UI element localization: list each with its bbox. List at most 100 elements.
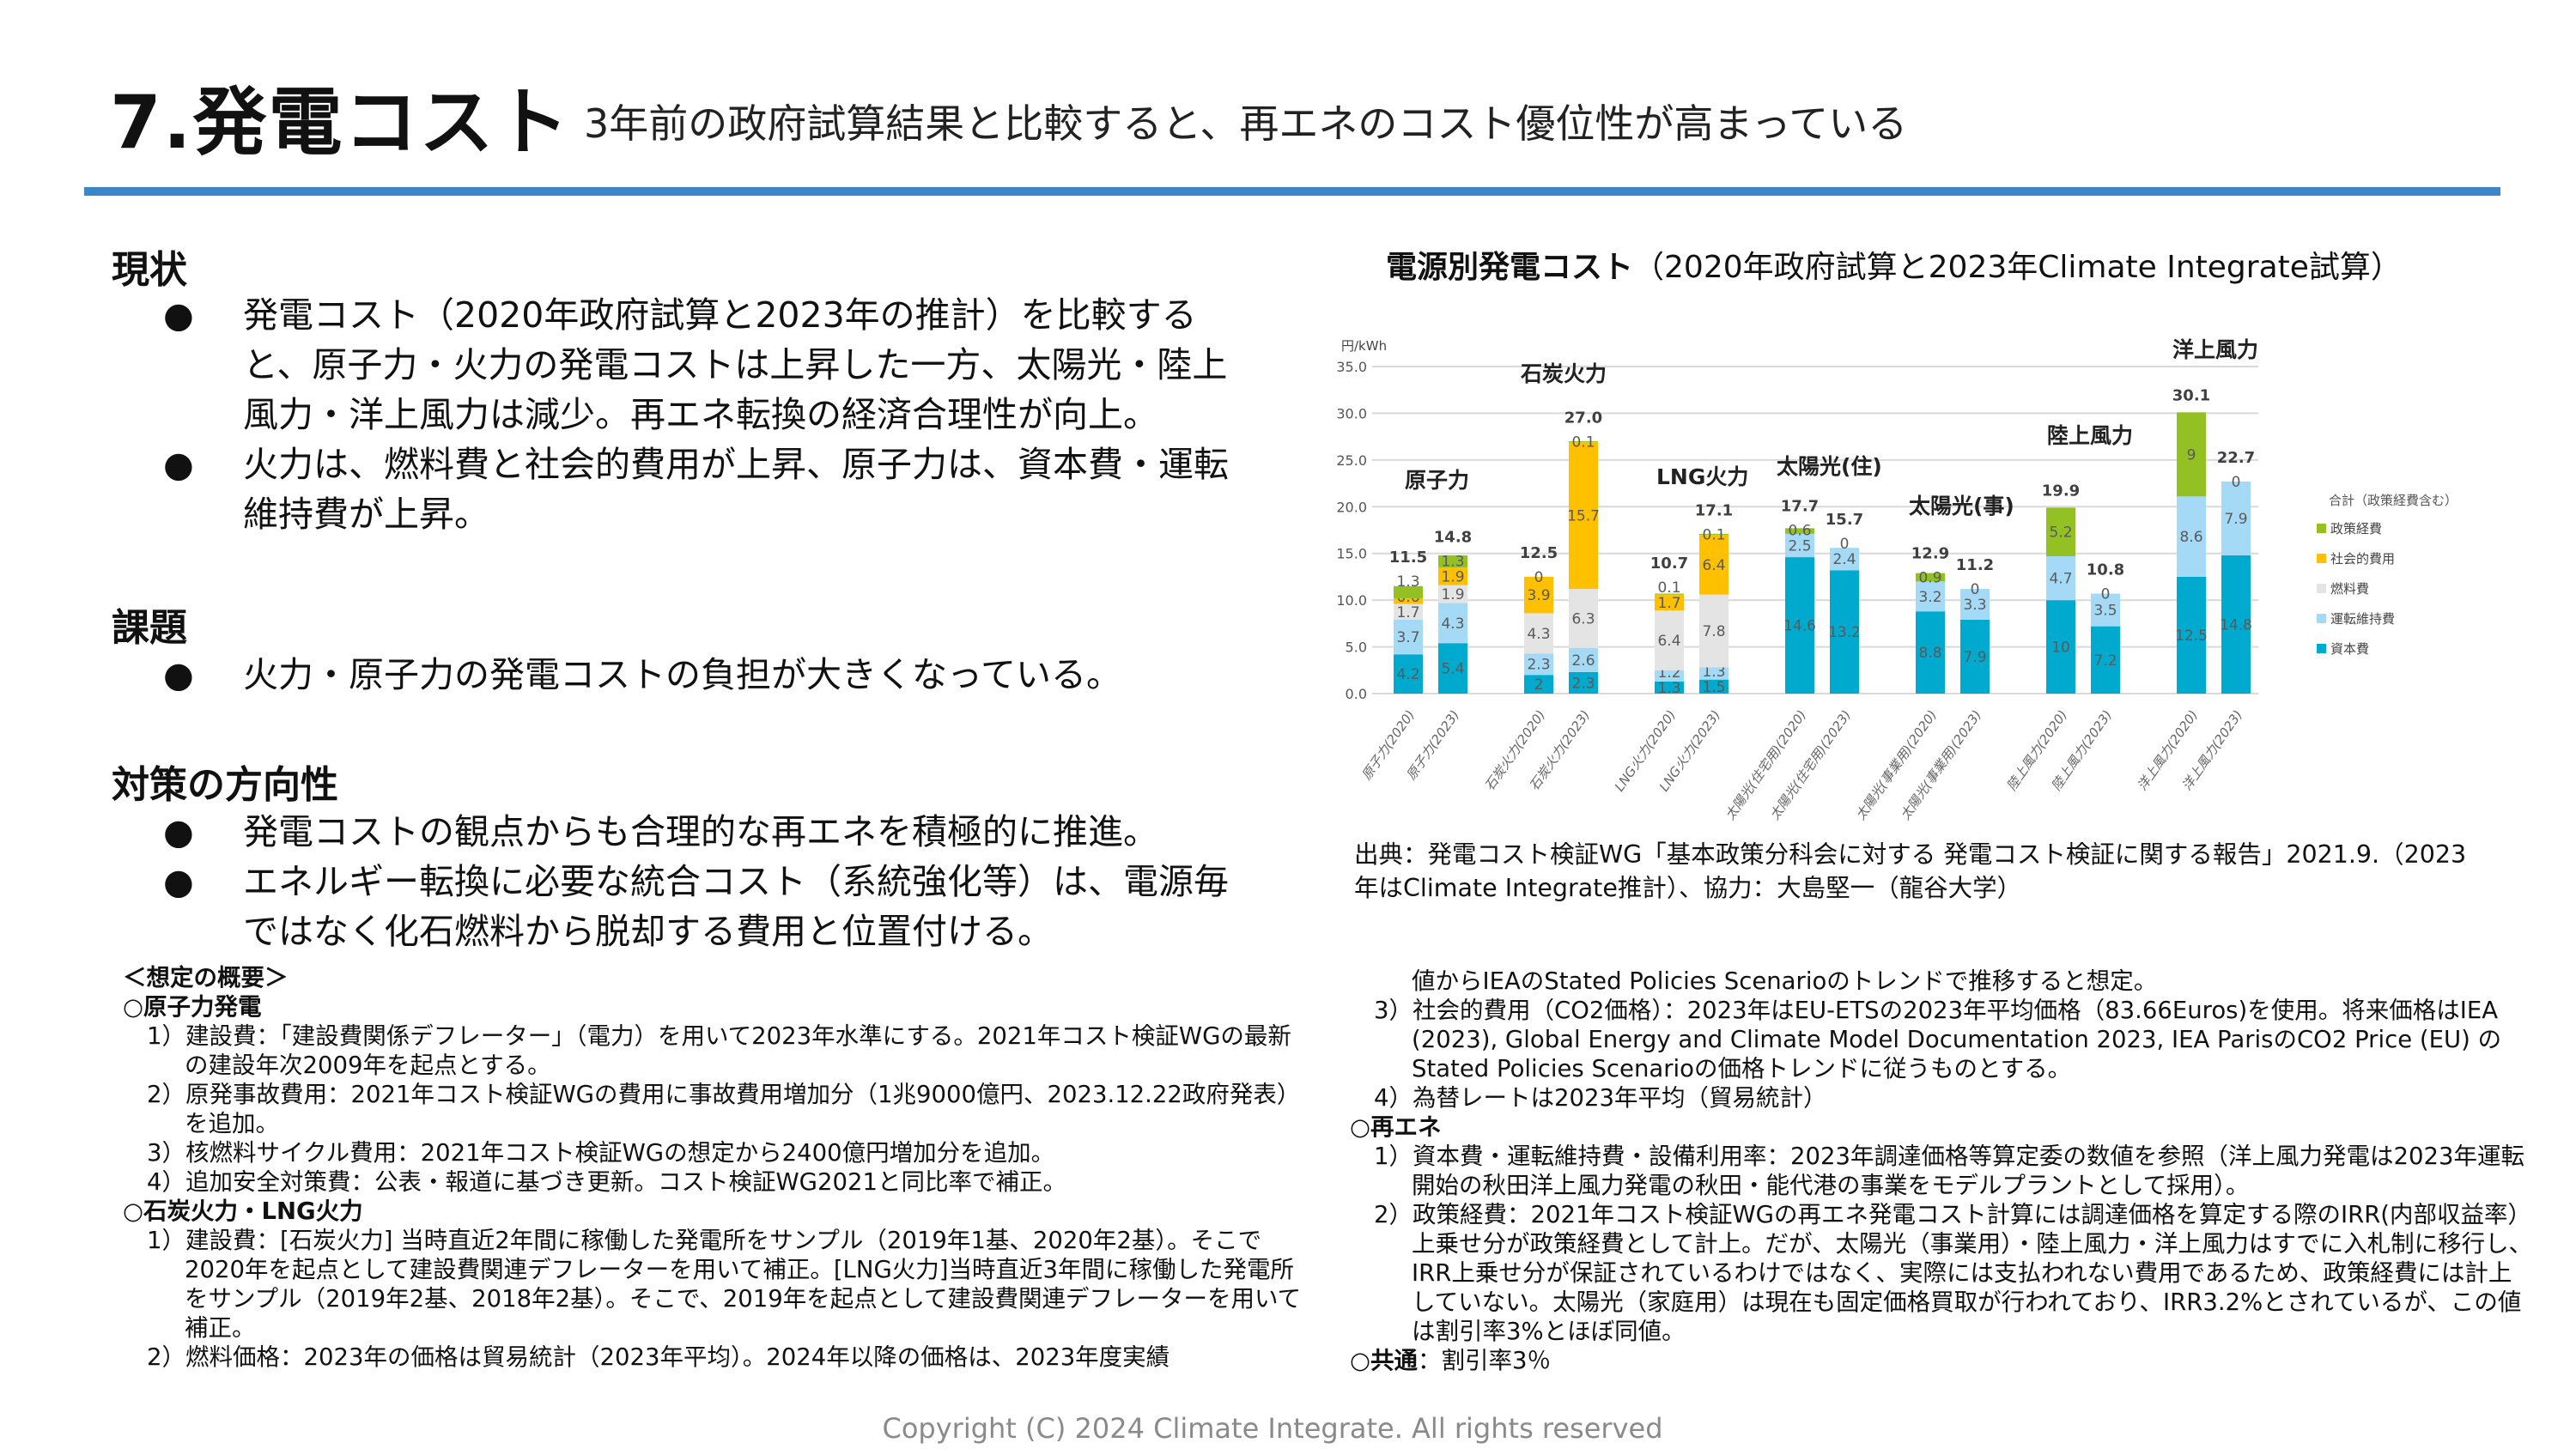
segment-value-label: 0 bbox=[2232, 474, 2241, 491]
bullet-text: 火力は、燃料費と社会的費用が上昇、原子力は、資本費・運転維持費が上昇。 bbox=[243, 444, 1229, 535]
group-label: 石炭火力 bbox=[1520, 361, 1607, 386]
segment-value-label: 0.1 bbox=[1657, 579, 1680, 597]
bar-segment bbox=[1438, 585, 1467, 603]
source-note: 出典：発電コスト検証WG「基本政策分科会に対する 発電コスト検証に関する報告」2… bbox=[1354, 840, 2467, 902]
segment-value-label: 2.5 bbox=[1788, 537, 1811, 555]
segment-value-label: 2.6 bbox=[1571, 652, 1595, 670]
legend-label: 燃料費 bbox=[2330, 581, 2369, 597]
bar-segment bbox=[1916, 581, 1945, 612]
bar-segment bbox=[2046, 600, 2075, 694]
bar-total-label: 22.7 bbox=[2217, 449, 2255, 467]
segment-value-label: 7.2 bbox=[2093, 652, 2117, 670]
group-label: 太陽光(事) bbox=[1909, 494, 2014, 518]
bar-segment bbox=[1524, 653, 1553, 676]
bar-segment bbox=[1699, 534, 1728, 595]
segment-value-label: 4.7 bbox=[2049, 571, 2072, 588]
segment-value-label: 7.9 bbox=[2224, 511, 2247, 528]
bar-segment bbox=[1830, 570, 1859, 694]
title-divider bbox=[84, 187, 2500, 196]
bar-segment bbox=[1960, 589, 1990, 621]
bar-segment bbox=[1785, 557, 1814, 694]
bar-segment bbox=[1569, 441, 1598, 443]
group-label: 陸上風力 bbox=[2047, 423, 2133, 448]
segment-value-label: 1.3 bbox=[1657, 680, 1680, 697]
segment-value-label: 0 bbox=[1840, 536, 1850, 553]
nuclear-heading: ○原子力発電 bbox=[123, 993, 262, 1021]
bar-segment bbox=[1569, 671, 1598, 694]
assumptions-notes-left: ＜想定の概要＞ ○原子力発電 1）建設費：「建設費関係デフレーター」（電力）を用… bbox=[123, 963, 1308, 1372]
group-label: 洋上風力 bbox=[2172, 337, 2258, 362]
thermal-heading: ○石炭火力・LNG火力 bbox=[123, 1197, 363, 1225]
segment-value-label: 6.3 bbox=[1571, 610, 1595, 627]
bar-segment bbox=[1785, 533, 1814, 558]
legend-swatch bbox=[2317, 554, 2326, 563]
segment-value-label: 3.5 bbox=[2093, 603, 2117, 620]
y-tick-label: 30.0 bbox=[1336, 405, 1367, 421]
segment-value-label: 0 bbox=[1971, 581, 1980, 598]
segment-value-label: 1.7 bbox=[1657, 595, 1680, 612]
segment-value-label: 2 bbox=[1534, 676, 1544, 694]
y-tick-label: 10.0 bbox=[1336, 592, 1367, 609]
bullet-icon: ● bbox=[163, 861, 194, 902]
bar-segment bbox=[1394, 654, 1423, 694]
legend-swatch bbox=[2317, 584, 2326, 593]
bullet-icon: ● bbox=[163, 811, 194, 852]
bar-segment bbox=[2091, 593, 2120, 627]
legend-swatch bbox=[2317, 614, 2326, 623]
note-item: 2）原発事故費用：2021年コスト検証WGの費用に事故費用増加分（1兆9000億… bbox=[147, 1081, 1301, 1137]
chart-title-rest: （2020年政府試算と2023年Climate Integrate試算） bbox=[1633, 250, 2402, 285]
note-item: 1）建設費：[石炭火力] 当時直近2年間に稼働した発電所をサンプル（2019年1… bbox=[147, 1227, 1302, 1342]
segment-value-label: 2.3 bbox=[1571, 675, 1595, 692]
bullet-text: 発電コストの観点からも合理的な再エネを積極的に推進。 bbox=[243, 811, 1158, 852]
segment-value-label: 0.6 bbox=[1788, 522, 1811, 539]
bar-segment bbox=[2177, 576, 2206, 694]
bar-total-label: 17.1 bbox=[1695, 501, 1733, 519]
segment-value-label: 0 bbox=[2101, 586, 2111, 603]
bullet-text: 発電コスト（2020年政府試算と2023年の推計）を比較すると、原子力・火力の発… bbox=[243, 294, 1228, 435]
bullet-icon: ● bbox=[163, 294, 194, 336]
y-axis-unit: 円/kWh bbox=[1341, 338, 1387, 354]
bullet-icon: ● bbox=[163, 444, 194, 485]
segment-value-label: 1.3 bbox=[1441, 553, 1464, 570]
segment-value-label: 1.9 bbox=[1441, 568, 1464, 585]
bullet-text: エネルギー転換に必要な統合コスト（系統強化等）は、電源毎ではなく化石燃料から脱却… bbox=[243, 861, 1229, 952]
renewables-heading: ○再エネ bbox=[1350, 1113, 1442, 1141]
bar-segment bbox=[2046, 507, 2075, 556]
legend-label: 社会的費用 bbox=[2330, 551, 2395, 567]
legend-title: 合計（政策経費含む） bbox=[2329, 493, 2458, 508]
y-tick-label: 5.0 bbox=[1346, 640, 1367, 656]
bar-segment bbox=[2046, 555, 2075, 601]
bar-segment bbox=[1524, 675, 1553, 694]
direction-bullets: ● 発電コストの観点からも合理的な再エネを積極的に推進。 ● エネルギー転換に必要な… bbox=[163, 807, 1236, 956]
segment-value-label: 3.7 bbox=[1396, 629, 1419, 646]
bar-segment bbox=[1699, 594, 1728, 668]
segment-value-label: 7.9 bbox=[1963, 649, 1986, 666]
bar-segment bbox=[1916, 573, 1945, 582]
y-tick-label: 0.0 bbox=[1346, 686, 1367, 702]
bullet-item: ● 火力は、燃料費と社会的費用が上昇、原子力は、資本費・運転維持費が上昇。 bbox=[163, 440, 1236, 539]
segment-value-label: 8.6 bbox=[2179, 529, 2202, 546]
common-heading: ○共通 bbox=[1350, 1347, 1418, 1374]
note-item: 2）政策経費：2021年コスト検証WGの再エネ発電コスト計算には調達価格を算定す… bbox=[1374, 1201, 2533, 1345]
note-continuation: 値からIEAのStated Policies Scenarioのトレンドで推移す… bbox=[1412, 967, 2158, 995]
bar-segment bbox=[2177, 412, 2206, 497]
note-item: 1）建設費：「建設費関係デフレーター」（電力）を用いて2023年水準にする。20… bbox=[147, 1022, 1291, 1079]
segment-value-label: 3.2 bbox=[1918, 589, 1941, 606]
bar-segment bbox=[1655, 594, 1684, 611]
segment-value-label: 1.3 bbox=[1702, 664, 1725, 681]
legend-swatch bbox=[2317, 524, 2326, 533]
segment-value-label: 2.4 bbox=[1832, 551, 1856, 568]
bar-total-label: 14.8 bbox=[1434, 528, 1472, 546]
bar-segment bbox=[1438, 567, 1467, 585]
segment-value-label: 13.2 bbox=[1828, 624, 1861, 641]
bar-total-label: 12.9 bbox=[1911, 544, 1949, 562]
x-tick-label: 太陽光(住宅用)(2023) bbox=[1767, 707, 1855, 823]
y-tick-label: 20.0 bbox=[1336, 499, 1367, 515]
legend-label: 運転維持費 bbox=[2330, 611, 2395, 627]
x-tick-label: 太陽光(住宅用)(2020) bbox=[1722, 707, 1810, 823]
bar-segment bbox=[1699, 533, 1728, 535]
segment-value-label: 10 bbox=[2051, 640, 2070, 657]
x-tick-label: 太陽光(事業用)(2023) bbox=[1898, 707, 1985, 823]
bar-segment bbox=[1524, 613, 1553, 654]
